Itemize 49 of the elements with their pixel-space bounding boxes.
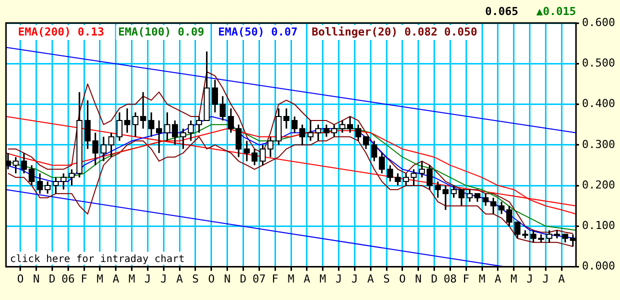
x-tick-label: J xyxy=(144,272,152,286)
x-tick-label: F xyxy=(272,272,278,286)
text: EMA(200) 0.13 xyxy=(18,25,104,38)
text: EMA(50) 0.07 xyxy=(218,25,298,38)
x-tick-label: 08 xyxy=(444,272,457,286)
y-tick-label: 0.000 xyxy=(582,260,616,273)
x-tick-label: A xyxy=(558,272,566,286)
x-tick-label: 06 xyxy=(62,272,75,286)
text: ▲0.015 xyxy=(536,5,576,18)
x-tick-label: M xyxy=(96,272,104,286)
text: Bollinger(20) 0.082 0.050 xyxy=(312,25,478,38)
x-tick-label: D xyxy=(48,272,56,286)
y-tick-label: 0.400 xyxy=(582,97,616,110)
x-tick-label: S xyxy=(192,272,199,286)
x-tick-label: J xyxy=(351,272,358,286)
x-tick-label: O xyxy=(399,272,406,286)
text: EMA(100) 0.09 xyxy=(118,25,204,38)
x-tick-label: J xyxy=(542,272,550,286)
x-tick-label: A xyxy=(367,272,374,286)
x-tick-label: O xyxy=(17,272,24,286)
x-tick-label: M xyxy=(510,272,518,286)
x-tick-label: N xyxy=(32,272,40,286)
x-tick-label: M xyxy=(478,272,486,286)
x-tick-label: A xyxy=(304,272,311,286)
x-tick-label: A xyxy=(176,272,184,286)
x-tick-label: F xyxy=(462,272,470,286)
text: 0.065 xyxy=(485,5,518,18)
y-tick-label: 0.200 xyxy=(582,178,616,192)
x-tick-label: N xyxy=(415,272,422,286)
y-tick-label: 0.500 xyxy=(582,56,616,70)
x-tick-label: F xyxy=(80,272,88,286)
y-tick-label: 0.300 xyxy=(582,138,616,151)
x-tick-label: O xyxy=(208,272,215,286)
x-tick-label: D xyxy=(240,272,247,286)
x-tick-label: A xyxy=(494,272,502,286)
y-tick-label: 0.100 xyxy=(582,219,616,232)
x-tick-label: J xyxy=(526,272,534,286)
x-tick-label: S xyxy=(383,272,390,286)
x-tick-label: J xyxy=(335,272,342,286)
x-tick-label: M xyxy=(288,272,295,286)
x-tick-label: 07 xyxy=(252,272,266,286)
annotation: click here for intraday chart xyxy=(10,254,185,265)
x-tick-label: A xyxy=(112,272,120,286)
y-tick-label: 0.600 xyxy=(582,16,616,29)
x-tick-label: M xyxy=(128,272,136,286)
x-tick-label: J xyxy=(160,272,167,286)
x-tick-label: N xyxy=(224,272,231,286)
x-tick-label: M xyxy=(320,272,327,286)
x-tick-label: D xyxy=(430,272,438,286)
